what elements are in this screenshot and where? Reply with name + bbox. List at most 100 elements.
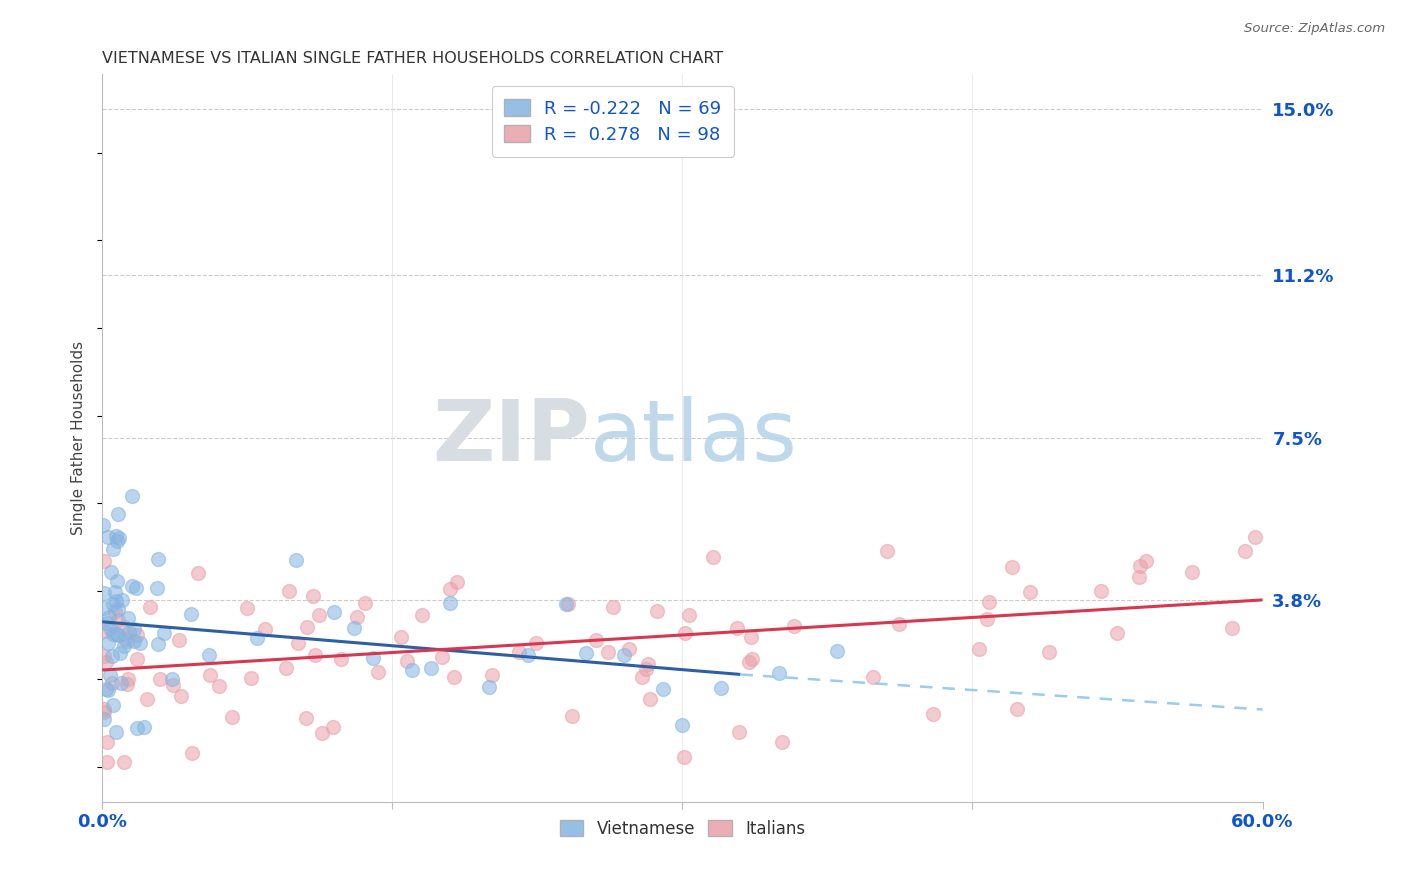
Point [125,581,148,595]
Point [246,631,269,645]
Point [136,691,159,706]
Point [738,655,761,669]
Point [401,663,423,677]
Point [323,606,346,620]
Point [287,636,309,650]
Point [561,709,583,723]
Point [98,621,121,635]
Point [93,712,115,726]
Point [105,574,128,589]
Point [101,597,124,611]
Point [181,747,204,761]
Point [396,654,419,668]
Text: ZIP: ZIP [432,396,589,479]
Point [101,676,124,690]
Point [117,611,139,625]
Point [443,670,465,684]
Point [353,596,375,610]
Point [93,601,115,615]
Point [446,575,468,590]
Point [329,651,352,665]
Point [727,725,749,739]
Point [115,634,138,648]
Point [301,589,323,603]
Point [1107,625,1129,640]
Point [634,662,657,676]
Point [420,661,443,675]
Point [187,566,209,580]
Point [112,620,135,634]
Point [304,648,326,663]
Point [139,600,162,615]
Point [104,594,127,608]
Point [887,616,910,631]
Point [278,584,301,599]
Point [977,594,1000,608]
Point [93,706,115,720]
Y-axis label: Single Father Households: Single Father Households [72,341,86,534]
Legend: Vietnamese, Italians: Vietnamese, Italians [553,813,811,844]
Point [702,550,724,565]
Point [97,683,120,698]
Point [630,670,652,684]
Point [367,665,389,679]
Point [125,651,148,665]
Point [652,681,675,696]
Point [1220,621,1243,635]
Point [236,601,259,615]
Point [96,655,118,669]
Point [430,649,453,664]
Point [105,724,128,739]
Point [481,667,503,681]
Point [112,639,135,653]
Point [149,672,172,686]
Point [1243,530,1265,544]
Point [93,554,115,568]
Point [96,755,118,769]
Point [673,750,696,764]
Point [361,651,384,665]
Point [108,531,131,545]
Point [770,734,793,748]
Text: atlas: atlas [589,396,797,479]
Point [1001,560,1024,574]
Point [508,645,530,659]
Point [98,668,121,682]
Point [160,672,183,686]
Point [976,612,998,626]
Point [105,529,128,543]
Point [96,530,118,544]
Point [725,621,748,635]
Point [124,633,146,648]
Point [768,665,790,680]
Point [322,720,344,734]
Point [638,692,661,706]
Point [197,648,219,662]
Point [107,628,129,642]
Point [1181,565,1204,579]
Point [96,615,118,630]
Point [613,648,636,663]
Point [134,720,156,734]
Point [1019,585,1042,599]
Point [101,627,124,641]
Point [153,626,176,640]
Point [862,670,884,684]
Point [922,707,945,722]
Point [240,671,263,685]
Point [108,646,131,660]
Point [478,680,501,694]
Point [103,584,125,599]
Point [439,596,461,610]
Point [825,644,848,658]
Point [585,632,607,647]
Point [121,579,143,593]
Point [1090,584,1112,599]
Point [107,613,129,627]
Point [115,677,138,691]
Point [575,646,598,660]
Point [617,641,640,656]
Point [671,718,693,732]
Point [602,599,624,614]
Point [741,652,763,666]
